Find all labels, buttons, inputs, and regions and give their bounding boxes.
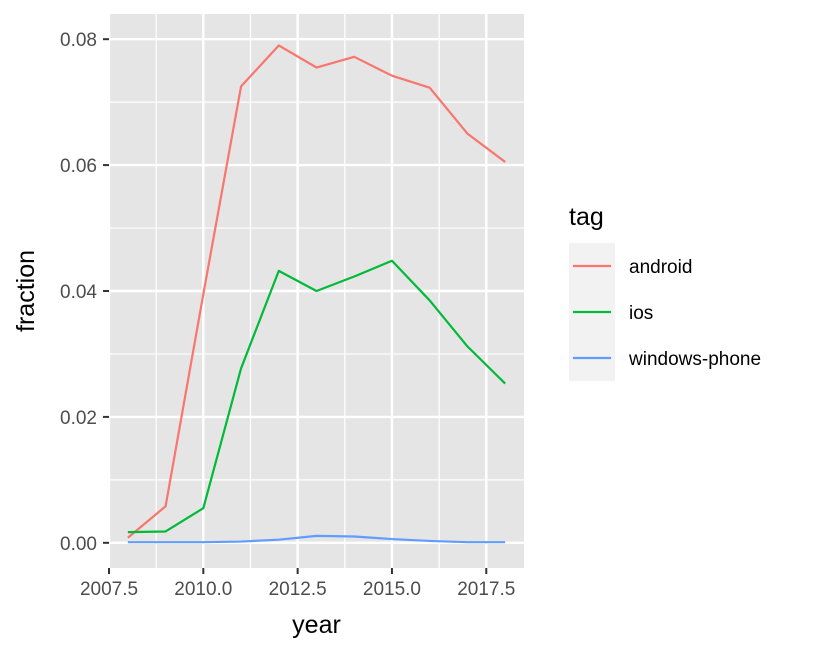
series-line-android: [127, 44, 506, 539]
y-tick-label: 0.04: [60, 282, 97, 303]
x-tick-label: 2010.0: [174, 579, 232, 600]
x-tick-label: 2012.5: [269, 579, 327, 600]
legend-label-windows-phone: windows-phone: [628, 349, 761, 370]
series-lines: [127, 44, 506, 544]
legend-label-android: android: [629, 257, 692, 278]
y-axis-title: fraction: [12, 250, 40, 332]
y-tick-label: 0.00: [60, 534, 97, 555]
series-line-ios: [127, 259, 506, 534]
y-tick-label: 0.08: [60, 30, 97, 51]
x-axis-title: year: [292, 611, 341, 639]
legend: tag android ios windows-phone: [569, 203, 761, 381]
y-tick-label: 0.02: [60, 408, 97, 429]
x-tick-label: 2007.5: [80, 579, 138, 600]
legend-label-ios: ios: [629, 303, 653, 324]
x-axis: 2007.5 2010.0 2012.5 2015.0 2017.5: [80, 568, 515, 600]
x-tick-label: 2017.5: [457, 579, 515, 600]
y-tick-label: 0.06: [60, 156, 97, 177]
y-axis: 0.00 0.02 0.04 0.06 0.08: [60, 30, 109, 555]
series-line-windows-phone: [127, 534, 506, 544]
legend-items: android ios windows-phone: [573, 257, 761, 370]
legend-title: tag: [569, 203, 604, 231]
x-tick-label: 2015.0: [363, 579, 421, 600]
